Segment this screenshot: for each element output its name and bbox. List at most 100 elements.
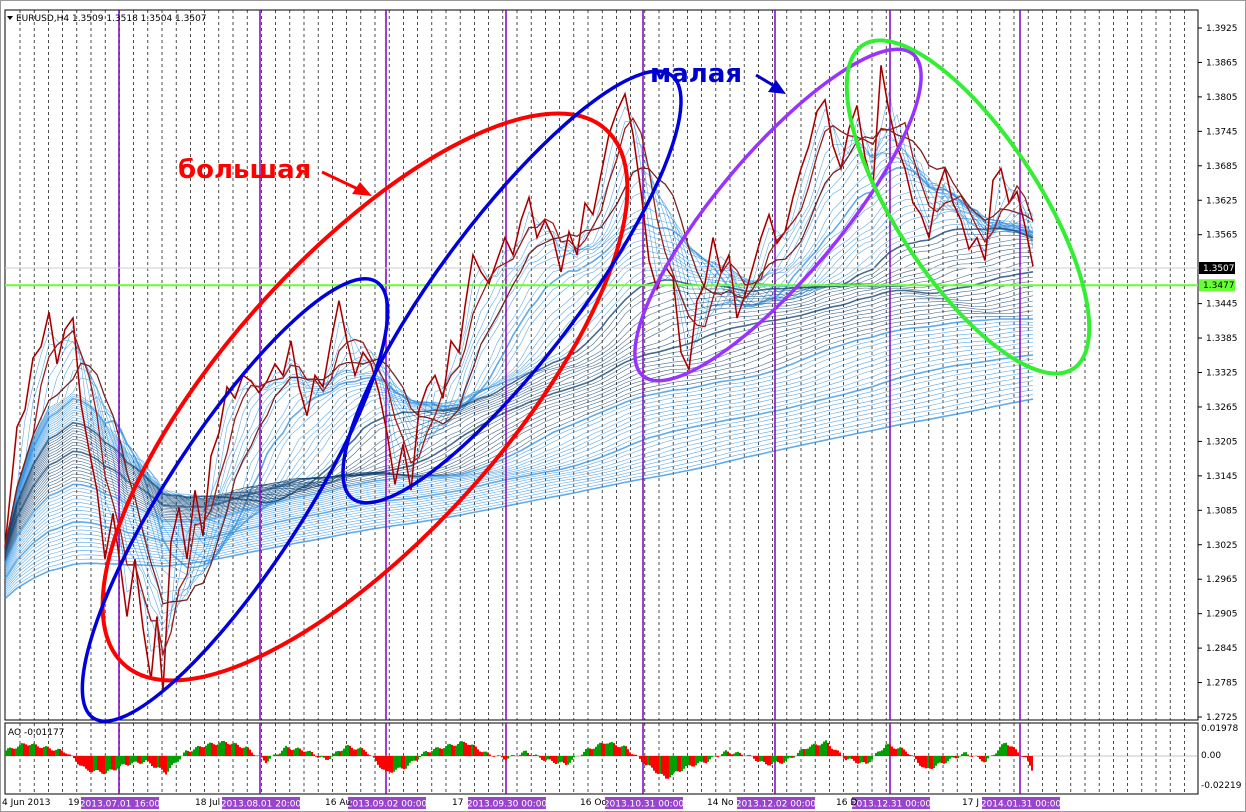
ao-bar <box>303 751 305 756</box>
ao-bar <box>615 745 617 756</box>
ao-bar <box>863 756 865 763</box>
green-ellipse[interactable] <box>803 6 1134 408</box>
ao-bar <box>167 756 169 772</box>
ao-bar <box>361 748 363 756</box>
ao-bar <box>553 756 555 763</box>
symbol-dropdown-icon[interactable] <box>7 16 13 20</box>
ao-bar <box>45 746 47 756</box>
ao-bar <box>281 750 283 756</box>
ao-bar <box>585 749 587 756</box>
ao-bar <box>717 756 719 758</box>
ao-bar <box>625 746 627 756</box>
ao-bar <box>867 756 869 764</box>
ao-bar <box>559 756 561 763</box>
ao-bar <box>523 750 525 756</box>
date-tick-label: 19 <box>68 798 80 808</box>
left-small-ellipse[interactable] <box>36 245 433 755</box>
ao-bar <box>467 744 469 756</box>
hline-price-tag <box>1199 279 1235 292</box>
ao-bar <box>801 749 803 756</box>
big-wave-ellipse[interactable] <box>20 36 710 758</box>
ao-bar <box>453 745 455 756</box>
ao-bar <box>307 751 309 756</box>
ao-bar <box>947 756 949 762</box>
ao-bar <box>539 756 541 758</box>
ma-line <box>4 346 1034 576</box>
ao-bar <box>529 755 531 756</box>
ao-bar <box>107 756 109 771</box>
ao-bar <box>135 756 137 762</box>
ao-bar <box>941 756 943 764</box>
ao-bar <box>645 756 647 766</box>
ao-bar <box>77 756 79 765</box>
period-separator-label: 2013.12.02 00:00 <box>736 800 817 810</box>
ao-bar <box>581 754 583 756</box>
ma-line <box>4 290 1034 557</box>
ma-line <box>4 305 1034 560</box>
ao-bar <box>365 751 367 756</box>
ao-bar <box>737 751 739 756</box>
ao-bar <box>939 756 941 763</box>
ao-bar <box>883 747 885 756</box>
ao-bar <box>149 756 151 764</box>
symbol-header: EURUSD,H4 1.3509 1.3518 1.3504 1.3507 <box>16 14 207 24</box>
ao-bar <box>23 743 25 756</box>
date-tick-label: 4 Jun 2013 <box>2 798 50 808</box>
ao-bar <box>229 744 231 756</box>
ao-bar <box>731 754 733 756</box>
middle-small-ellipse[interactable] <box>297 33 728 541</box>
ma-line <box>4 281 1034 555</box>
ao-bar <box>905 751 907 756</box>
ao-bar <box>413 756 415 761</box>
ao-bar <box>235 743 237 756</box>
ao-bar <box>377 756 379 765</box>
ao-bar <box>787 756 789 759</box>
ao-bar <box>683 756 685 769</box>
ao-bar <box>339 751 341 756</box>
ao-bar <box>101 756 103 774</box>
ao-bar <box>599 742 601 756</box>
ao-bar <box>55 749 57 756</box>
ao-label: AO -0.01177 <box>8 728 64 738</box>
ma-line <box>4 180 1034 559</box>
ao-bar <box>697 756 699 764</box>
ao-bar <box>817 745 819 756</box>
ao-bar <box>263 756 265 761</box>
ao-bar <box>367 754 369 756</box>
ao-bar <box>617 746 619 756</box>
ao-bar <box>389 756 391 773</box>
ao-bar <box>311 751 313 756</box>
ao-bar <box>853 756 855 761</box>
ao-bar <box>895 749 897 756</box>
ao-bar <box>951 756 953 758</box>
ao-bar <box>689 756 691 766</box>
ao-bar <box>767 756 769 766</box>
price-tick-label: 1.3625 <box>1206 196 1238 206</box>
ao-bar <box>127 756 129 766</box>
ao-bar <box>1023 756 1025 758</box>
ma-line <box>4 266 1034 552</box>
ao-bar <box>917 756 919 763</box>
ao-bar <box>999 746 1001 756</box>
ao-bar <box>161 756 163 770</box>
ao-bar <box>123 756 125 765</box>
ao-bar <box>507 756 509 759</box>
ao-bar <box>627 749 629 756</box>
big-wave-label: большая <box>178 155 311 185</box>
ao-bar <box>153 756 155 768</box>
ao-bar <box>607 743 609 756</box>
price-tick-label: 1.2905 <box>1206 610 1238 620</box>
ao-bar <box>479 751 481 756</box>
purple-ellipse[interactable] <box>596 14 961 415</box>
ao-bar <box>609 742 611 756</box>
ao-bar <box>397 756 399 768</box>
ao-bar <box>359 747 361 756</box>
ao-bar <box>635 754 637 756</box>
ao-bar <box>465 743 467 756</box>
ao-bar <box>237 744 239 756</box>
ao-bar <box>843 756 845 759</box>
ao-bar <box>239 747 241 756</box>
ao-bar <box>761 756 763 762</box>
ao-bar <box>289 749 291 756</box>
